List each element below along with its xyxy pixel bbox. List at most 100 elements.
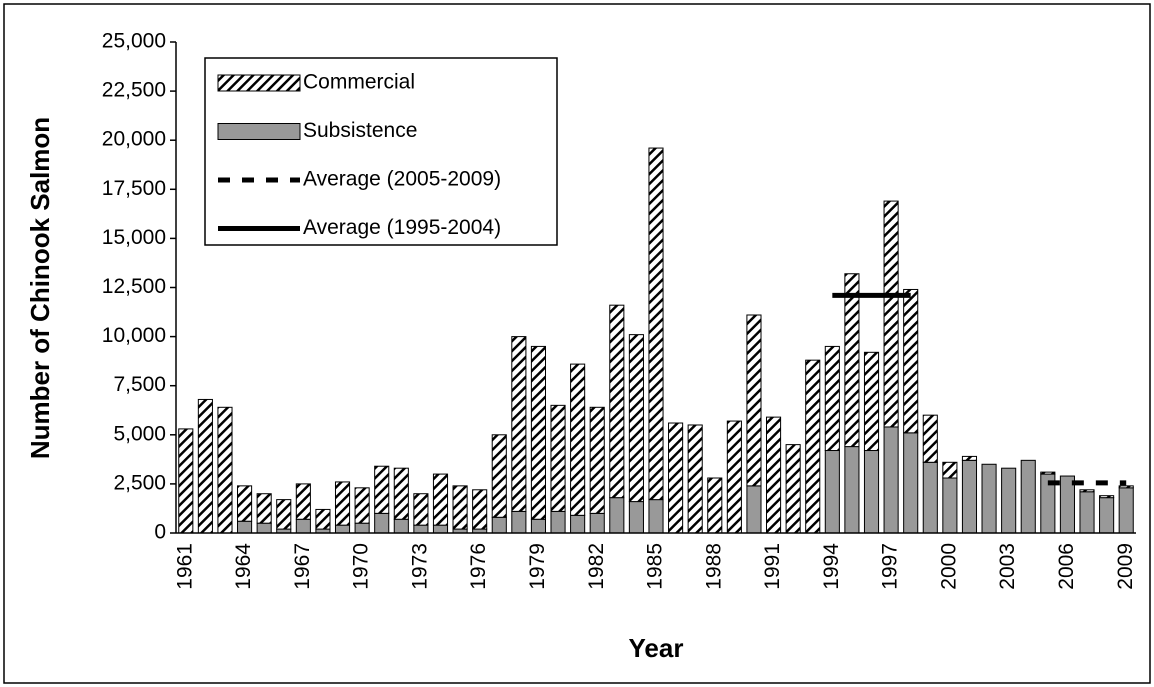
bar-solid	[1020, 459, 1036, 534]
legend-label: Average (1995-2004)	[303, 216, 501, 239]
bar-solid	[511, 510, 527, 534]
y-tick-label: 0	[154, 521, 166, 544]
bar-hatch	[589, 406, 605, 514]
frame	[3, 3, 1151, 684]
bar-hatch	[491, 434, 507, 518]
bar-hatch	[550, 404, 566, 512]
bar-solid	[432, 524, 449, 534]
bar-solid	[863, 450, 880, 534]
bar-hatch	[472, 489, 488, 530]
bar-hatch	[315, 508, 331, 530]
bar-solid	[824, 450, 840, 534]
bar-hatch	[393, 467, 409, 520]
bar-solid	[981, 463, 997, 534]
bar-hatch	[1118, 485, 1134, 489]
bar-solid	[589, 512, 605, 534]
x-tick-label: 1991	[761, 543, 784, 590]
x-tick-label: 2000	[937, 543, 960, 590]
bar-hatch	[295, 483, 311, 520]
bar-solid	[256, 522, 272, 534]
x-tick-label: 2009	[1114, 543, 1137, 590]
y-tick-label: 7,500	[113, 373, 166, 396]
bar-hatch	[942, 461, 958, 479]
bar-hatch	[961, 455, 978, 461]
bar-hatch	[276, 499, 292, 530]
bar-solid	[903, 432, 919, 534]
x-tick-label: 2006	[1055, 543, 1078, 590]
bar-hatch	[805, 359, 821, 534]
bar-hatch	[237, 485, 253, 522]
bar-hatch	[570, 363, 586, 516]
x-tick-label: 1982	[585, 543, 608, 590]
bar-hatch	[844, 273, 860, 448]
y-tick-label: 12,500	[102, 275, 166, 298]
bar-solid	[354, 522, 370, 534]
bar-solid	[1118, 487, 1134, 534]
bar-hatch	[1099, 495, 1115, 499]
y-tick-label: 5,000	[113, 422, 166, 445]
x-tick-label: 2003	[996, 543, 1019, 590]
bar-hatch	[256, 493, 272, 524]
x-tick-label: 1964	[232, 543, 255, 590]
bar-hatch	[824, 345, 840, 452]
y-axis-title: Number of Chinook Salmon	[25, 117, 55, 459]
bar-solid	[1001, 467, 1017, 534]
y-tick-label: 10,000	[102, 324, 166, 347]
bar-solid	[609, 497, 625, 534]
x-tick-label: 1997	[879, 543, 902, 590]
bar-solid	[746, 485, 762, 534]
bar-hatch	[863, 351, 880, 452]
bar-hatch	[785, 444, 801, 534]
bar-solid	[237, 520, 253, 534]
bar-solid	[648, 499, 664, 534]
bar-hatch	[609, 304, 625, 499]
y-tick-label: 2,500	[113, 471, 166, 494]
bar-hatch	[452, 485, 468, 530]
bar-hatch	[687, 424, 703, 534]
x-tick-label: 1970	[350, 543, 373, 590]
bar-hatch	[628, 334, 644, 503]
x-tick-label: 1985	[644, 543, 667, 590]
bar-hatch	[217, 406, 233, 534]
bar-hatch	[197, 398, 213, 534]
bar-solid	[550, 510, 566, 534]
bar-hatch	[668, 422, 684, 534]
bar-hatch	[903, 288, 919, 434]
y-tick-label: 25,000	[102, 30, 166, 53]
x-tick-label: 1973	[408, 543, 431, 590]
x-tick-label: 1961	[173, 543, 196, 590]
bar-hatch	[1040, 471, 1056, 475]
legend-label: Subsistence	[303, 119, 417, 142]
bar-hatch	[432, 473, 449, 526]
y-tick-label: 17,500	[102, 177, 166, 200]
bar-hatch	[1079, 489, 1095, 493]
y-tick-label: 20,000	[102, 128, 166, 151]
x-tick-label: 1967	[291, 543, 314, 590]
bar-hatch	[530, 345, 547, 520]
bar-solid	[334, 524, 351, 534]
bar-hatch	[334, 481, 351, 526]
bar-hatch	[726, 420, 742, 534]
bar-hatch	[765, 416, 782, 534]
y-tick-label: 22,500	[102, 79, 166, 102]
x-tick-label: 1988	[702, 543, 725, 590]
x-axis-title: Year	[629, 633, 684, 663]
bar-hatch	[511, 336, 527, 512]
bar-solid	[1079, 491, 1095, 534]
bar-hatch	[413, 493, 429, 526]
bar-hatch	[648, 147, 664, 501]
bar-hatch	[922, 414, 938, 463]
bar-solid	[295, 518, 311, 534]
x-tick-label: 1994	[820, 543, 843, 590]
bar-solid	[961, 459, 978, 534]
bar-hatch	[374, 465, 390, 514]
bar-solid	[1099, 497, 1115, 534]
bar-solid	[883, 426, 899, 534]
legend-label: Commercial	[303, 71, 415, 94]
bar-solid	[374, 512, 390, 534]
legend-swatch	[217, 74, 301, 92]
bar-hatch	[746, 314, 762, 487]
bar-solid	[844, 446, 860, 534]
legend-swatch	[217, 123, 301, 140]
